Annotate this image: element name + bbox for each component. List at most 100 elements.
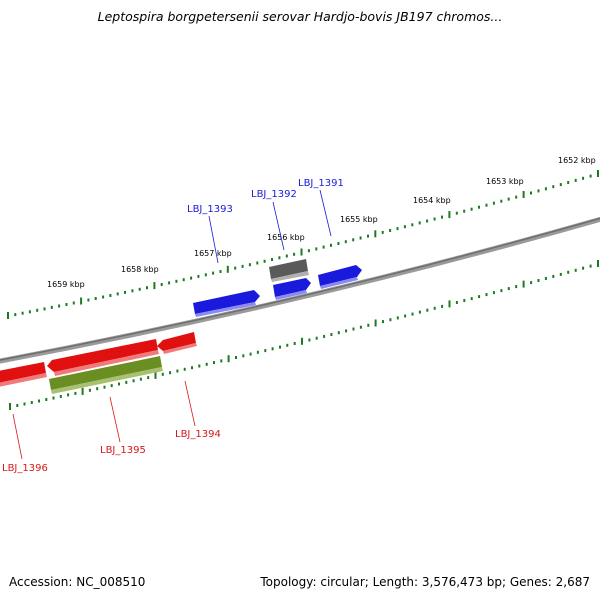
rna-gene-track[interactable] [49,356,163,394]
outer-tick [116,292,119,296]
outer-tick [138,287,141,291]
outer-tick [463,209,466,213]
outer-tick [307,249,310,253]
inner-tick [147,376,150,380]
inner-tick [125,380,128,384]
inner-tick [448,300,451,308]
inner-tick [374,319,377,327]
outer-tick [485,203,488,207]
gene-LBJ_1392-pseudo[interactable] [269,259,309,282]
gene-label-LBJ_1395[interactable]: LBJ_1395 [100,445,146,456]
outer-tick [278,256,281,260]
gene-LBJ_1396[interactable] [0,362,47,387]
inner-tick [96,387,99,391]
outer-tick [204,273,207,277]
gene-label-LBJ_1392[interactable]: LBJ_1392 [251,189,297,200]
outer-tick [36,308,39,312]
gene-label-LBJ_1391[interactable]: LBJ_1391 [298,178,344,189]
inner-tick [500,289,503,293]
leader-LBJ_1393 [208,215,219,264]
inner-tick [38,399,40,403]
inner-tick [271,347,274,351]
outer-tick [293,252,296,256]
outer-tick [58,304,61,308]
inner-tick [352,327,355,331]
inner-tick [191,366,193,370]
gene-label-LBJ_1394[interactable]: LBJ_1394 [175,429,221,440]
outer-tick [403,225,406,229]
inner-tick [396,316,399,320]
inner-tick [470,297,473,301]
inner-tick [235,356,237,359]
outer-tick [567,181,570,184]
outer-tick [109,294,112,297]
inner-tick [205,362,208,366]
outer-tick [182,278,185,282]
kbp-label-1659: 1659 kbp [47,280,85,289]
outer-tick [426,219,429,223]
outer-tick [522,191,525,198]
outer-tick [234,266,237,270]
kbp-label-1655: 1655 kbp [340,215,378,224]
inner-tick [433,306,436,310]
inner-tick [81,387,84,395]
outer-tick [285,254,288,258]
inner-tick [161,372,164,376]
inner-tick [345,329,348,333]
leader-LBJ_1392 [272,201,285,251]
outer-tick [190,276,193,280]
outer-tick [263,259,266,263]
gene-LBJ_1395[interactable] [47,339,159,376]
outer-tick-track [7,170,599,319]
inner-tick [485,293,488,297]
inner-tick [286,343,289,347]
inner-tick [367,323,370,327]
outer-tick [300,248,303,256]
outer-tick [94,297,97,300]
inner-tick [301,337,303,345]
inner-tick [169,371,172,375]
outer-tick [367,234,369,238]
inner-tick [359,325,362,329]
outer-tick [478,205,480,209]
outer-tick [153,282,156,290]
inner-tick [242,354,245,358]
inner-tick [139,377,142,381]
inner-tick [455,301,458,304]
outer-tick [552,185,555,189]
inner-tick [404,314,407,318]
kbp-label-1652: 1652 kbp [558,156,596,165]
gene-label-LBJ_1393[interactable]: LBJ_1393 [187,204,233,215]
inner-tick [256,350,259,354]
inner-tick [103,385,106,389]
inner-tick [515,285,518,289]
gene-label-LBJ_1396[interactable]: LBJ_1396 [2,463,48,474]
inner-tick [249,352,252,356]
gene-LBJ_1393[interactable] [193,290,260,317]
outer-tick [43,307,46,311]
outer-tick [389,229,392,232]
gene-LBJ_1392[interactable] [273,278,311,300]
outer-tick [515,195,518,199]
outer-tick [28,310,31,314]
outer-tick [197,274,200,278]
inner-tick [330,333,333,336]
inner-tick [323,334,326,338]
inner-tick [315,336,318,340]
outer-tick [131,289,134,293]
inner-tick [9,403,11,410]
outer-tick [241,264,244,268]
inner-tick [418,310,421,314]
gene-LBJ_1394[interactable] [157,332,197,354]
outer-tick [433,217,436,221]
inner-tick [463,299,466,302]
inner-tick [227,355,230,363]
gene-LBJ_1391[interactable] [318,265,362,289]
inner-tick [279,345,281,349]
outer-tick [441,215,443,219]
inner-tick [220,359,223,363]
inner-tick [183,367,186,371]
outer-tick [50,305,53,309]
outer-tick [256,261,259,265]
